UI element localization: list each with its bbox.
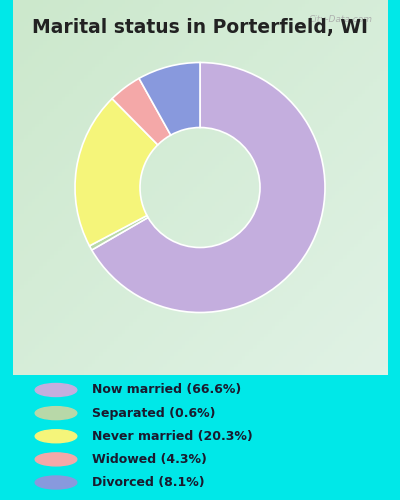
Text: Widowed (4.3%): Widowed (4.3%) — [92, 453, 207, 466]
Wedge shape — [92, 62, 325, 312]
Text: Marital status in Porterfield, WI: Marital status in Porterfield, WI — [32, 18, 368, 36]
Text: Now married (66.6%): Now married (66.6%) — [92, 384, 241, 396]
Circle shape — [35, 476, 77, 489]
Text: Divorced (8.1%): Divorced (8.1%) — [92, 476, 205, 489]
Text: City-Data.com: City-Data.com — [308, 15, 372, 24]
Wedge shape — [75, 98, 158, 246]
Circle shape — [35, 453, 77, 466]
Wedge shape — [90, 216, 148, 250]
Text: Separated (0.6%): Separated (0.6%) — [92, 406, 216, 420]
Circle shape — [35, 406, 77, 420]
Wedge shape — [112, 78, 171, 145]
Wedge shape — [139, 62, 200, 135]
Circle shape — [35, 384, 77, 396]
Text: Never married (20.3%): Never married (20.3%) — [92, 430, 253, 443]
Circle shape — [35, 430, 77, 443]
